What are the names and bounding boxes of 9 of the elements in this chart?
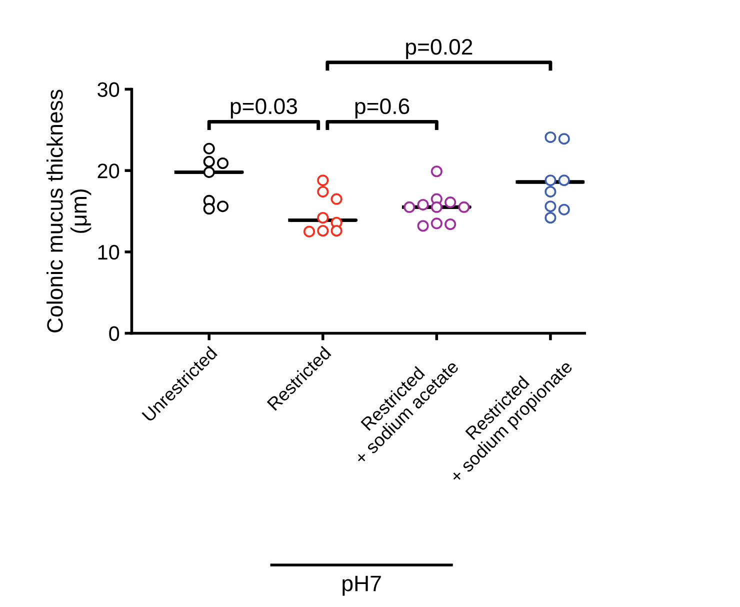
text: pH7 [342,576,381,596]
text: p=0.02 [406,39,472,60]
annotation: p=0.6 [355,98,410,119]
annotation: p=0.03 [230,98,298,119]
y-tick-label: 0 [109,326,120,341]
y-tick-label: 20 [98,164,120,178]
y-tick-label: 10 [98,244,120,260]
y-tick-label: 30 [98,82,120,97]
y-axis-title: Colonic mucus thickness (μm) [46,90,92,332]
